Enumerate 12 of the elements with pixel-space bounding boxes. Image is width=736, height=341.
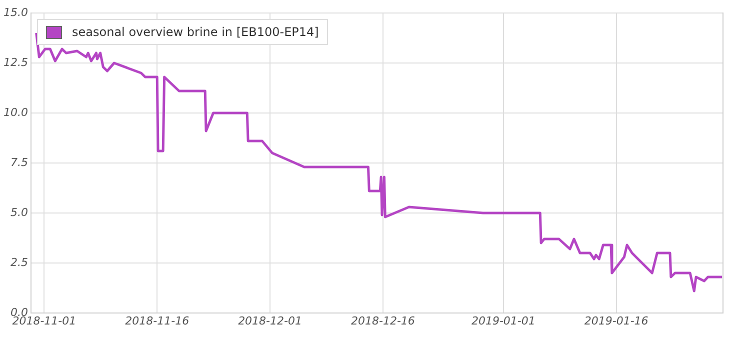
y-tick-label: 2.5 — [10, 256, 28, 269]
y-tick-label: 12.5 — [4, 56, 28, 69]
y-tick-label: 5.0 — [10, 206, 28, 219]
x-tick-label: 2019-01-16 — [584, 314, 648, 328]
x-tick-label: 2018-11-16 — [125, 314, 190, 328]
x-tick-label: 2019-01-01 — [471, 314, 536, 328]
y-tick-label: 15.0 — [4, 6, 28, 19]
y-tick-label: 10.0 — [4, 106, 28, 119]
y-tick-label: 7.5 — [10, 156, 28, 169]
legend-label: seasonal overview brine in [EB100-EP14] — [72, 25, 319, 39]
x-tick-label: 2018-12-16 — [350, 314, 415, 328]
x-tick-label: 2018-12-01 — [238, 314, 302, 328]
